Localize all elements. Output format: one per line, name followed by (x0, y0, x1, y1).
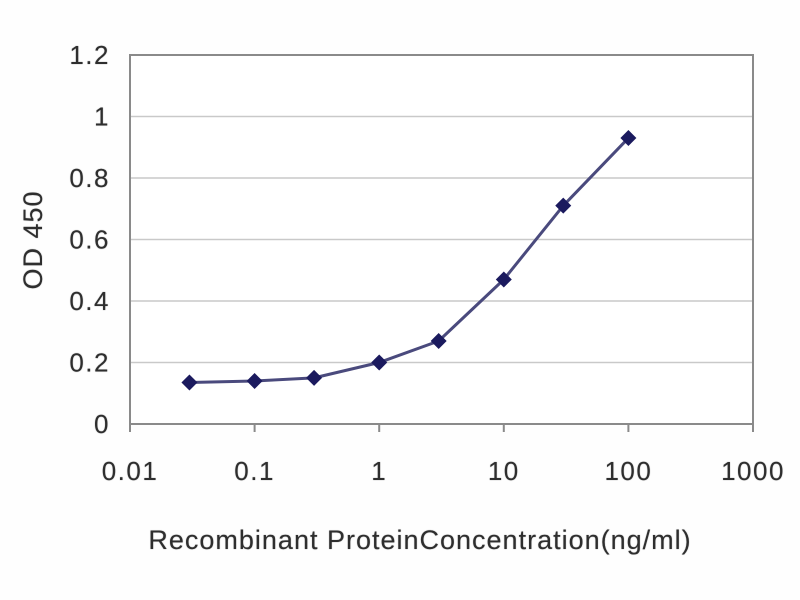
data-point-marker (306, 369, 323, 386)
x-tick-label: 0.1 (234, 456, 275, 486)
y-tick-label: 1 (94, 102, 110, 132)
series-line (187, 136, 630, 384)
data-point-marker (555, 197, 572, 214)
y-tick-label: 0 (94, 409, 110, 439)
x-tick-label: 1 (371, 456, 387, 486)
data-point-marker (371, 354, 388, 371)
y-tick-label: 0.8 (69, 163, 110, 193)
x-tick-label: 0.01 (102, 456, 159, 486)
data-point-marker (181, 374, 198, 391)
x-axis-title: Recombinant ProteinConcentration(ng/ml) (148, 525, 691, 555)
data-series (181, 130, 637, 391)
data-point-marker (430, 332, 447, 349)
y-tick-label: 0.6 (69, 225, 110, 255)
y-tick-label: 1.2 (69, 40, 110, 70)
plot-area-border (129, 54, 754, 425)
y-tick-label: 0.2 (69, 348, 110, 378)
data-point-marker (495, 271, 512, 288)
y-tick-labels: 0 0.2 0.4 0.6 0.8 1 1.2 (69, 40, 110, 439)
x-tick-label: 100 (604, 456, 652, 486)
x-tick-label: 1000 (721, 456, 785, 486)
x-tick-marks (129, 424, 754, 432)
x-tick-label: 10 (488, 456, 520, 486)
y-axis-title: OD 450 (18, 190, 48, 289)
y-tick-label: 0.4 (69, 286, 110, 316)
y-gridlines (130, 115, 753, 364)
data-point-marker (246, 372, 263, 389)
x-tick-labels: 0.01 0.1 1 10 100 1000 (102, 456, 785, 486)
data-point-marker (620, 130, 637, 147)
